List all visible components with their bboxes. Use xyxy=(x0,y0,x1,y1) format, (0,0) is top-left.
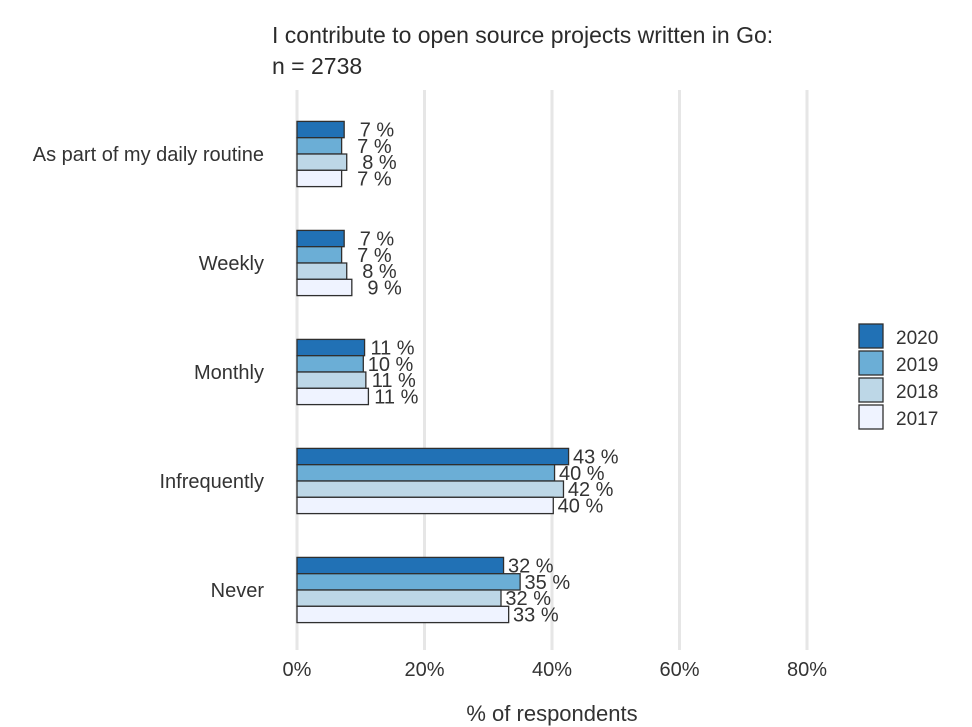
x-tick-label: 60% xyxy=(659,659,699,681)
category-label: Never xyxy=(211,580,265,602)
bar-value-label: 7 % xyxy=(357,168,392,190)
bar xyxy=(296,387,370,406)
bar-value-label: 9 % xyxy=(367,277,402,299)
legend-label: 2019 xyxy=(896,355,938,376)
bar xyxy=(296,278,353,297)
bar-value-label: 32 % xyxy=(508,556,554,578)
bar-value-label: 7 % xyxy=(357,136,392,158)
chart-title: I contribute to open source projects wri… xyxy=(272,22,774,48)
legend-label: 2018 xyxy=(896,382,938,403)
category-label: Monthly xyxy=(194,362,264,384)
bar-value-label: 40 % xyxy=(558,495,604,517)
legend-swatch xyxy=(858,377,884,403)
bars xyxy=(296,120,570,624)
bar xyxy=(296,120,345,139)
bar-value-label: 11 % xyxy=(370,338,414,360)
bar xyxy=(296,262,348,280)
bar-value-label: 33 % xyxy=(513,604,559,626)
bar-value-label: 7 % xyxy=(360,229,395,251)
x-tick-label: 20% xyxy=(404,659,444,681)
x-tick-label: 40% xyxy=(532,659,572,681)
legend-swatch xyxy=(858,323,884,349)
category-label: As part of my daily routine xyxy=(33,144,264,166)
category-label: Infrequently xyxy=(159,471,264,493)
legend-label: 2017 xyxy=(896,409,938,430)
bar xyxy=(296,605,510,624)
bar xyxy=(296,556,505,575)
x-axis-label: % of respondents xyxy=(466,701,637,726)
bar-value-label: 7 % xyxy=(357,245,392,267)
bar xyxy=(296,464,556,482)
bar xyxy=(296,447,570,466)
bar-value-label: 42 % xyxy=(568,479,614,501)
bar xyxy=(296,137,343,155)
x-tick-label: 0% xyxy=(283,659,312,681)
bar-value-label: 7 % xyxy=(360,120,395,142)
legend-swatch xyxy=(858,404,884,430)
category-label: Weekly xyxy=(199,253,264,275)
bar-value-label: 11 % xyxy=(372,370,416,392)
bar xyxy=(296,573,521,591)
legend-swatch xyxy=(858,350,884,376)
category-labels: As part of my daily routine Weekly Monthly… xyxy=(33,144,265,602)
bar-value-label: 11 % xyxy=(374,386,418,408)
x-tick-labels: 0% 20% 40% 60% 80% xyxy=(283,659,828,681)
legend: 2020 2019 2018 2017 xyxy=(858,323,938,430)
bar xyxy=(296,153,348,171)
bar xyxy=(296,246,343,264)
bar-value-label: 10 % xyxy=(368,354,414,376)
bar-value-label: 35 % xyxy=(525,572,571,594)
bar-value-label: 40 % xyxy=(559,463,605,485)
bar-value-label: 8 % xyxy=(362,152,397,174)
bar xyxy=(296,169,343,188)
x-tick-label: 80% xyxy=(787,659,827,681)
bar-value-label: 43 % xyxy=(573,447,619,469)
bar-value-label: 32 % xyxy=(505,588,551,610)
bar xyxy=(296,496,554,515)
bar xyxy=(296,480,565,498)
legend-label: 2020 xyxy=(896,328,938,349)
bar xyxy=(296,338,366,357)
chart-title-block: I contribute to open source projects wri… xyxy=(272,20,773,82)
bar xyxy=(296,371,367,389)
bar xyxy=(296,355,364,373)
bar xyxy=(296,229,345,248)
bar xyxy=(296,589,502,607)
value-labels: 7 %7 %8 %7 %7 %7 %8 %9 %11 %10 %11 %11 %… xyxy=(357,120,619,627)
bar-value-label: 8 % xyxy=(362,261,397,283)
chart-subtitle: n = 2738 xyxy=(272,53,363,79)
